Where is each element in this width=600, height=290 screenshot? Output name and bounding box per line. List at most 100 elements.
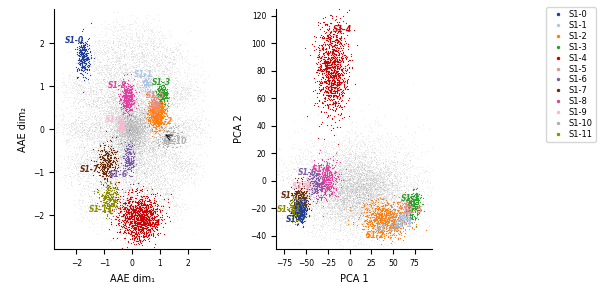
Point xyxy=(397,197,406,201)
Point xyxy=(403,196,412,200)
Point xyxy=(288,208,298,213)
Point xyxy=(133,130,142,135)
Point xyxy=(117,138,127,143)
Point xyxy=(157,96,167,101)
Point xyxy=(152,87,162,92)
Point xyxy=(177,202,187,207)
Point xyxy=(295,210,305,215)
Point xyxy=(131,137,140,142)
Point xyxy=(98,109,108,113)
Point xyxy=(332,164,342,168)
Point xyxy=(381,219,391,224)
Point xyxy=(131,124,141,129)
Point xyxy=(136,220,146,225)
Point xyxy=(160,92,170,97)
Point xyxy=(122,126,132,131)
Point xyxy=(338,31,347,35)
Point xyxy=(179,125,189,130)
Point xyxy=(341,146,351,151)
Point xyxy=(340,216,350,221)
Point xyxy=(130,122,139,127)
Point xyxy=(98,108,108,113)
Point xyxy=(128,220,137,225)
Point xyxy=(112,117,121,121)
Point xyxy=(326,84,336,88)
Point xyxy=(346,205,355,209)
Point xyxy=(149,112,158,117)
Point xyxy=(424,210,434,214)
Point xyxy=(359,166,368,171)
Point xyxy=(121,126,131,131)
Point xyxy=(149,92,159,96)
Point xyxy=(161,124,170,128)
Point xyxy=(138,137,148,142)
Point xyxy=(156,104,166,109)
Point xyxy=(346,167,355,172)
Point xyxy=(85,150,94,154)
Point xyxy=(128,164,138,169)
Point xyxy=(119,231,128,235)
Point xyxy=(371,187,380,191)
Point xyxy=(137,50,146,55)
Point xyxy=(335,225,345,230)
Point xyxy=(137,106,147,110)
Point xyxy=(362,181,371,186)
Point xyxy=(295,186,304,191)
Point xyxy=(330,45,340,50)
Point xyxy=(355,218,364,222)
Point xyxy=(141,121,151,125)
Point xyxy=(159,46,169,50)
Point xyxy=(119,153,129,158)
Point xyxy=(370,226,379,231)
Point xyxy=(362,158,371,163)
Point xyxy=(77,201,87,205)
Point xyxy=(266,160,276,165)
Point xyxy=(89,95,98,99)
Point xyxy=(152,87,162,92)
Point xyxy=(130,142,140,147)
Point xyxy=(142,88,151,92)
Point xyxy=(148,159,157,164)
Point xyxy=(353,170,363,175)
Point xyxy=(335,228,344,233)
Point xyxy=(148,106,158,111)
Point xyxy=(143,53,152,58)
Point xyxy=(134,198,143,203)
Point xyxy=(354,149,364,154)
Point xyxy=(174,129,184,134)
Point xyxy=(119,115,129,119)
Point xyxy=(120,119,130,124)
Point xyxy=(85,171,95,175)
Point xyxy=(166,105,175,110)
Point xyxy=(386,203,396,208)
Point xyxy=(106,27,116,32)
Point xyxy=(157,114,167,119)
Point xyxy=(86,168,96,172)
Point xyxy=(163,186,173,190)
Point xyxy=(133,215,142,219)
Point xyxy=(322,164,331,169)
Point xyxy=(294,201,304,205)
Point xyxy=(366,193,376,197)
Point xyxy=(104,133,114,138)
Point xyxy=(104,185,114,189)
Point xyxy=(120,134,130,138)
Point xyxy=(118,158,128,162)
Point xyxy=(124,145,133,149)
Point xyxy=(128,142,137,146)
Point xyxy=(104,154,114,159)
Point xyxy=(95,111,104,116)
Point xyxy=(397,207,406,212)
Point xyxy=(300,172,310,176)
Point xyxy=(320,59,330,64)
Point xyxy=(132,106,142,111)
Point xyxy=(116,42,126,47)
Point xyxy=(371,195,381,199)
Point xyxy=(121,126,131,131)
Point xyxy=(154,123,164,127)
Point xyxy=(110,171,119,175)
Point xyxy=(122,88,132,93)
Point xyxy=(159,93,169,98)
Point xyxy=(155,157,164,161)
Point xyxy=(137,128,146,132)
